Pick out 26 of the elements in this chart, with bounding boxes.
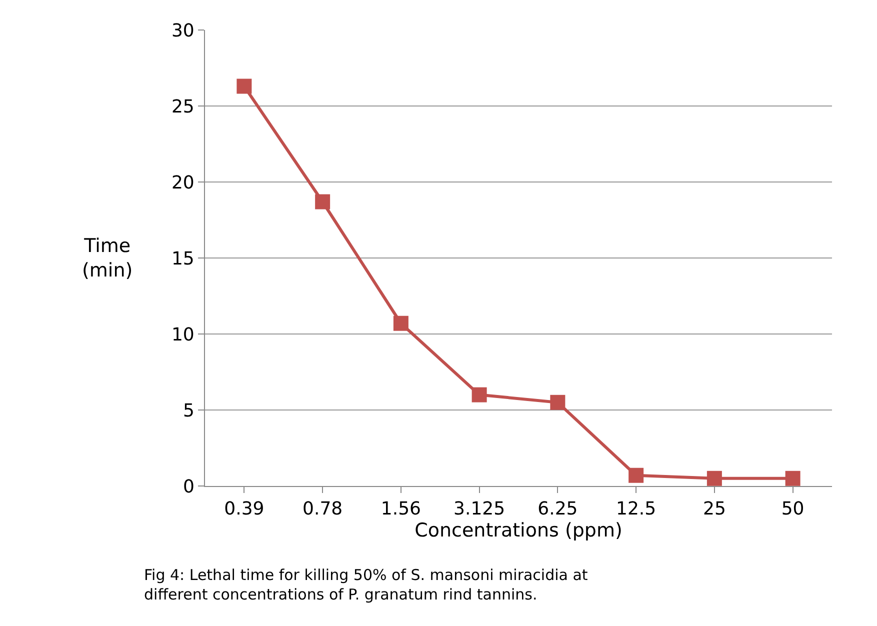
y-axis-title: Time (min)	[82, 235, 133, 282]
point	[393, 316, 408, 331]
point	[236, 78, 252, 94]
y-tick-label: 10	[171, 324, 194, 346]
x-tick-label: 12.5	[616, 498, 656, 520]
y-tick-label: 20	[171, 172, 194, 194]
point	[315, 194, 330, 210]
point	[550, 394, 566, 410]
x-tick-label: 1.56	[380, 498, 421, 520]
y-tick-label: 30	[171, 20, 194, 42]
x-axis-title: Concentrations (ppm)	[414, 520, 622, 542]
x-tick-label: 6.25	[538, 498, 578, 520]
point	[706, 470, 722, 486]
y-tick-label: 25	[171, 96, 194, 118]
point	[628, 468, 644, 483]
x-tick-label: 0.78	[302, 498, 343, 520]
x-tick-label: 0.39	[224, 498, 264, 520]
point	[785, 470, 800, 486]
y-tick-label: 0	[182, 476, 194, 498]
y-tick-label: 5	[182, 400, 194, 422]
x-tick-label: 25	[702, 498, 726, 520]
point	[472, 387, 487, 402]
caption: Fig 4: Lethal time for killing 50% of S. mansoni miracidia at different concentrations of P. granatum rind tannins.	[144, 566, 588, 604]
y-tick-label: 15	[171, 248, 194, 270]
x-tick-label: 50	[781, 498, 804, 520]
x-tick-label: 3.125	[454, 498, 506, 520]
